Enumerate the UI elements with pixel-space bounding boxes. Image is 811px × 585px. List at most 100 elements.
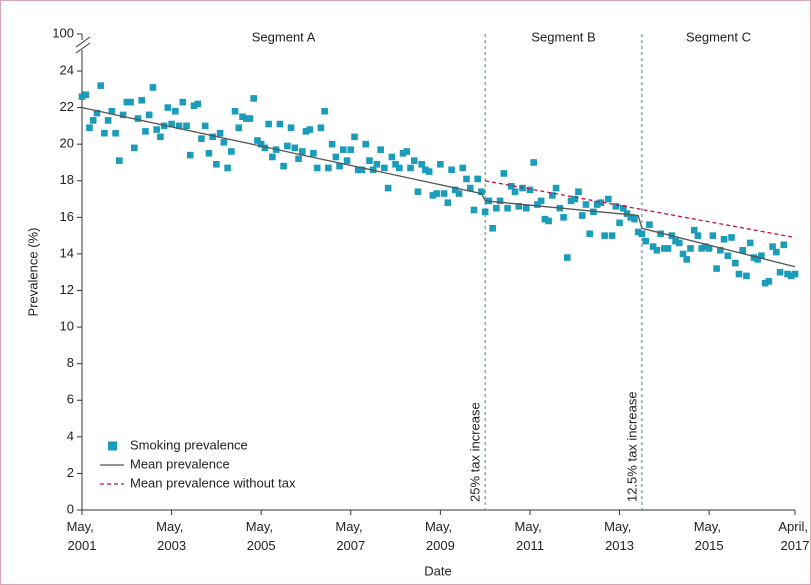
- data-point: [78, 93, 86, 100]
- data-point: [198, 135, 205, 142]
- data-point: [201, 122, 209, 130]
- data-point: [634, 228, 642, 236]
- data-point: [343, 157, 351, 164]
- data-point: [377, 146, 384, 153]
- segment-label: Segment C: [686, 29, 751, 44]
- y-tick-label: 8: [67, 355, 74, 370]
- x-tick-label: May, 2015: [694, 519, 725, 553]
- data-point: [507, 182, 515, 190]
- data-point: [373, 160, 381, 168]
- data-point: [403, 148, 411, 155]
- data-point: [500, 170, 508, 177]
- legend-label: Mean prevalence without tax: [130, 475, 296, 490]
- data-point: [627, 214, 635, 221]
- data-point: [340, 146, 347, 153]
- data-point: [422, 166, 429, 174]
- data-point: [683, 256, 691, 263]
- y-tick-label: 4: [67, 428, 74, 443]
- data-point: [709, 232, 717, 239]
- data-point: [235, 124, 243, 132]
- data-point: [321, 107, 328, 115]
- data-point: [194, 100, 202, 108]
- data-point: [787, 272, 795, 280]
- tax-label: 12.5% tax increase: [624, 391, 639, 502]
- y-tick-label: 14: [60, 245, 74, 260]
- data-point: [213, 160, 220, 168]
- data-point: [362, 140, 370, 148]
- data-point: [347, 146, 355, 153]
- data-point: [325, 164, 332, 172]
- x-tick-label: May, 2005: [246, 519, 277, 553]
- data-point: [724, 252, 732, 260]
- data-point: [560, 214, 567, 221]
- data-point: [466, 184, 474, 192]
- data-point: [175, 122, 183, 130]
- data-point: [220, 139, 228, 146]
- data-point: [396, 164, 403, 172]
- data-point: [537, 197, 545, 205]
- data-point: [388, 153, 396, 161]
- data-point: [493, 204, 500, 212]
- data-point: [254, 137, 261, 144]
- data-point: [534, 201, 541, 208]
- data-point: [702, 243, 709, 250]
- legend-swatch: [108, 441, 117, 451]
- data-point: [448, 166, 455, 174]
- data-point: [571, 195, 579, 203]
- data-point: [567, 197, 575, 205]
- data-point: [563, 254, 571, 261]
- data-point: [384, 184, 392, 192]
- data-point: [354, 166, 362, 174]
- data-point: [739, 246, 747, 254]
- data-point: [496, 197, 504, 205]
- data-point: [735, 270, 743, 278]
- data-point: [306, 126, 314, 133]
- data-point: [138, 96, 146, 104]
- data-point: [86, 124, 93, 132]
- legend-label: Smoking prevalence: [130, 437, 248, 452]
- y-tick-label: 24: [60, 62, 74, 77]
- data-point: [104, 117, 112, 124]
- data-point: [261, 144, 269, 152]
- data-point: [168, 120, 175, 128]
- data-point: [657, 230, 664, 238]
- data-point: [209, 133, 216, 141]
- y-tick-label: 2: [67, 465, 74, 480]
- y-tick-label: 10: [60, 319, 74, 334]
- data-point: [399, 150, 407, 157]
- x-tick-label: May, 2007: [335, 519, 366, 553]
- data-point: [302, 128, 310, 135]
- data-point: [366, 157, 373, 164]
- data-point: [675, 239, 683, 247]
- segment-label: Segment B: [531, 29, 595, 44]
- data-point: [731, 259, 739, 267]
- data-point: [649, 243, 657, 250]
- data-point: [743, 272, 750, 280]
- data-point: [328, 140, 336, 148]
- data-point: [101, 129, 108, 137]
- data-point: [108, 107, 116, 115]
- data-point: [298, 148, 306, 155]
- legend-label: Mean prevalence: [130, 456, 230, 471]
- data-point: [257, 140, 265, 148]
- data-point: [444, 199, 452, 206]
- data-point: [440, 190, 448, 197]
- data-point: [586, 230, 593, 238]
- data-point: [429, 192, 437, 199]
- data-point: [661, 245, 668, 252]
- data-point: [287, 124, 295, 132]
- data-point: [769, 243, 776, 250]
- data-point: [761, 279, 769, 287]
- x-tick-label: April, 2017: [778, 519, 811, 553]
- data-point: [478, 188, 485, 196]
- data-point: [717, 246, 724, 254]
- y-tick-label: 16: [60, 209, 74, 224]
- data-point: [451, 186, 459, 194]
- data-point: [381, 164, 388, 172]
- data-point: [407, 164, 414, 172]
- data-point: [183, 122, 190, 130]
- data-point: [455, 190, 463, 197]
- x-tick-label: May, 2011: [515, 519, 546, 553]
- y-tick-label: 6: [67, 392, 74, 407]
